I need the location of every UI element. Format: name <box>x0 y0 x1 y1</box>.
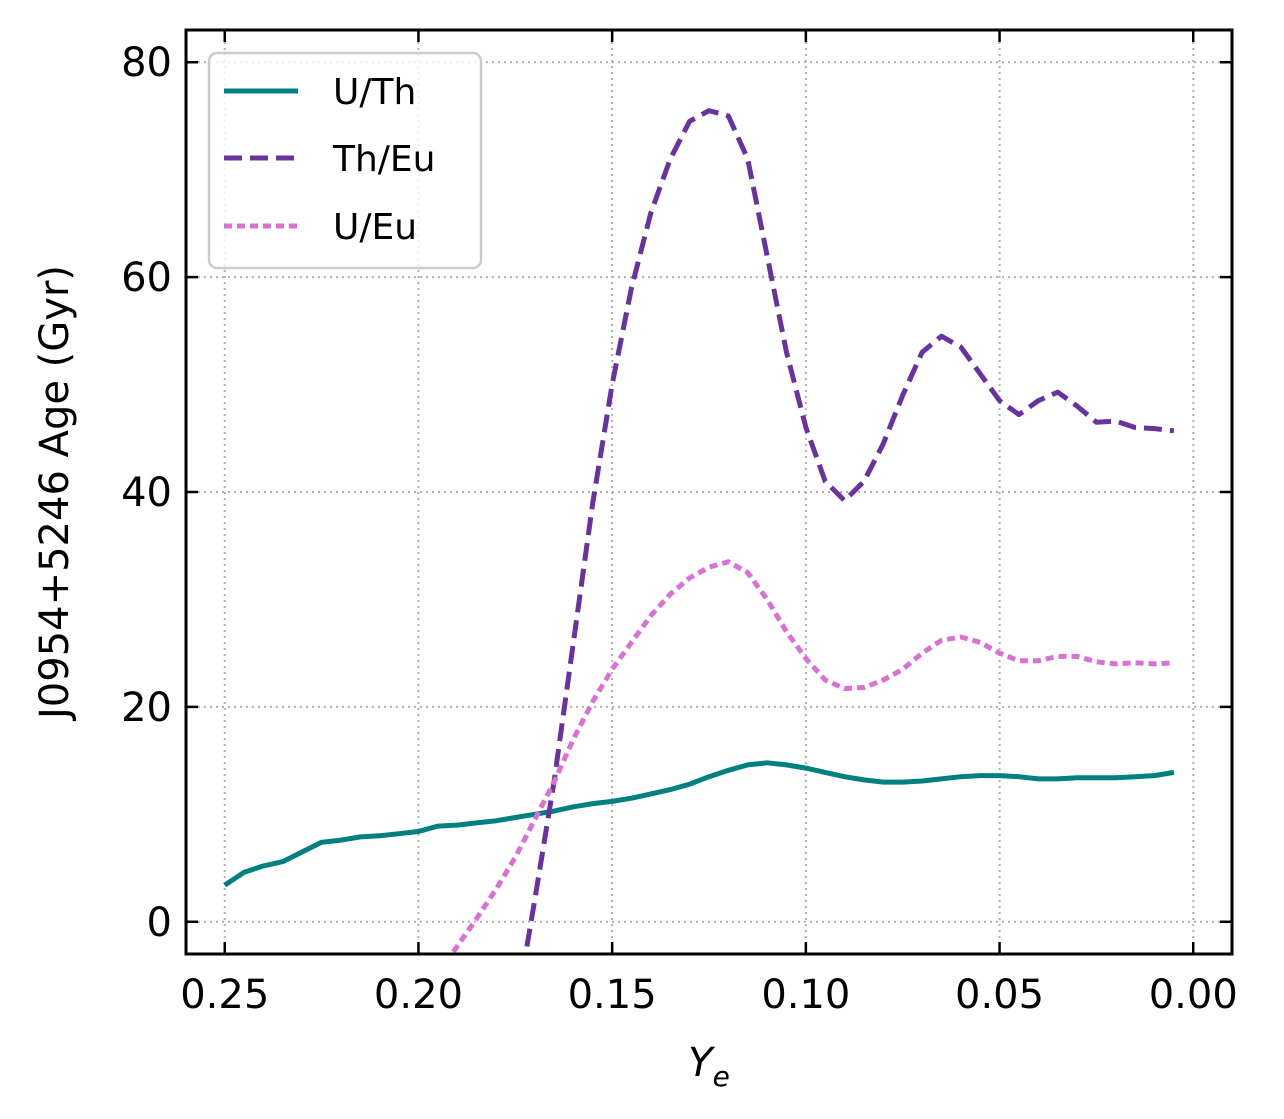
x-axis-label: Ye <box>688 1040 730 1093</box>
y-tick-label-1: 20 <box>121 685 172 731</box>
x-axis-label-subscript: e <box>713 1060 730 1093</box>
plot-frame <box>184 28 1234 956</box>
y-tick-label-0: 0 <box>147 900 172 946</box>
legend: U/Th Th/Eu U/Eu <box>207 51 483 270</box>
x-tick-label-3: 0.10 <box>761 972 850 1018</box>
tick-labels: 0.25 0.20 0.15 0.10 0.05 0.00 0 20 40 60 80 <box>121 40 1238 1018</box>
grid-lines <box>186 30 1232 954</box>
legend-label-u-th: U/Th <box>333 72 416 113</box>
legend-label-th-eu: Th/Eu <box>332 139 436 180</box>
x-tick-label-4: 0.05 <box>955 972 1044 1018</box>
series-line-u-eu <box>451 559 1175 954</box>
legend-label-u-eu: U/Eu <box>333 207 417 248</box>
y-tick-label-2: 40 <box>121 470 172 516</box>
series-layer <box>223 108 1175 954</box>
y-tick-label-3: 60 <box>121 255 172 301</box>
x-tick-label-1: 0.20 <box>374 972 463 1018</box>
axis-ticks <box>186 30 1232 954</box>
x-tick-label-2: 0.15 <box>568 972 657 1018</box>
legend-box <box>207 51 483 270</box>
series-line-u-th <box>223 760 1175 888</box>
series-line-th-eu <box>524 108 1175 947</box>
y-axis-label: J0954+5246 Age (Gyr) <box>32 265 78 722</box>
y-tick-label-4: 80 <box>121 40 172 86</box>
x-tick-label-5: 0.00 <box>1149 972 1238 1018</box>
x-tick-label-0: 0.25 <box>180 972 269 1018</box>
